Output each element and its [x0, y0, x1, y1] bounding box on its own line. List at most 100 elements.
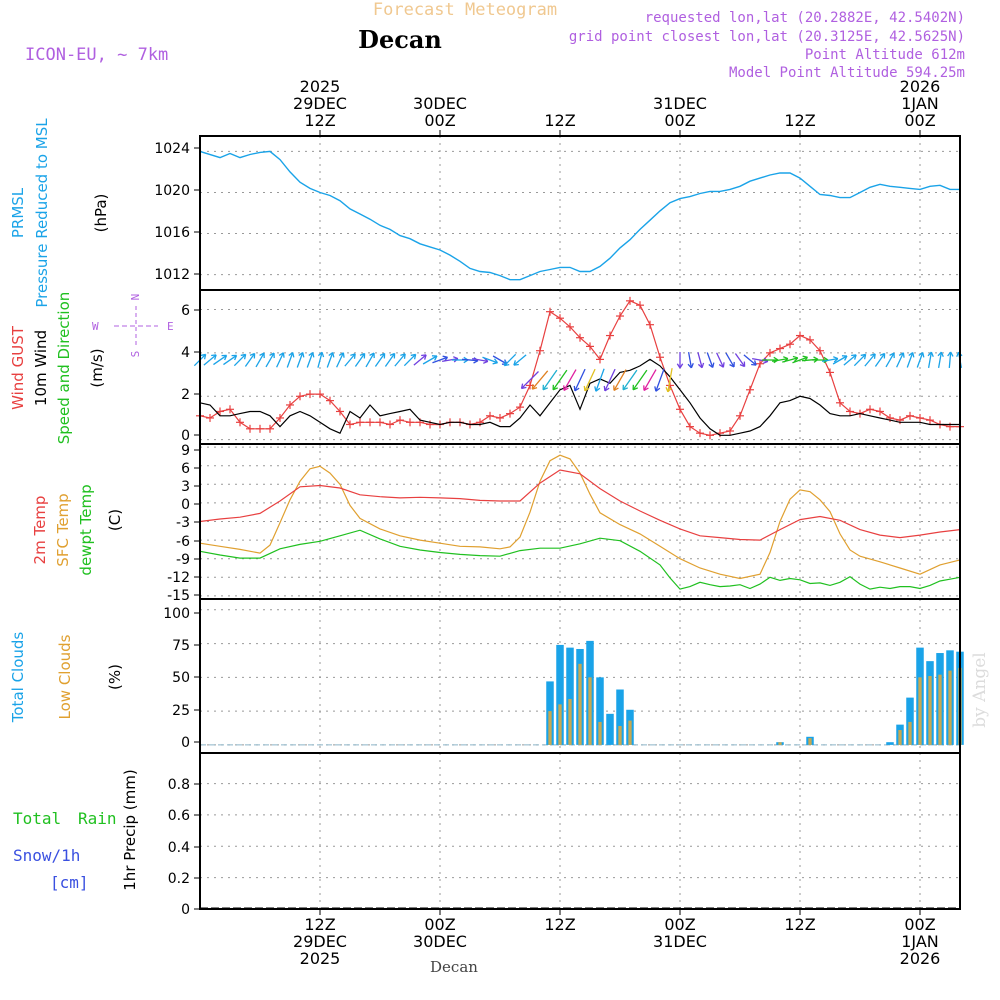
gust-marker: [206, 413, 214, 422]
gust-marker: [406, 418, 414, 427]
wind-arrow: [927, 351, 934, 368]
top-tick-label: 12Z: [784, 111, 815, 130]
total-cloud-bar: [566, 647, 574, 745]
total-cloud-bar: [616, 689, 624, 745]
bottom-tick-label: 31DEC: [653, 932, 707, 951]
gust-marker: [616, 312, 624, 321]
wind-arrow: [687, 352, 694, 369]
low-cloud-bar: [568, 698, 572, 745]
gust-marker: [366, 418, 374, 427]
wind-tick-4: 4: [181, 345, 190, 361]
dewpt-label: dewpt Temp: [77, 484, 95, 575]
wind-arrow: [503, 353, 517, 367]
wind-arrow: [336, 352, 345, 368]
bottom-tick-label: 00Z: [664, 915, 695, 934]
temp-tick-m6: -6: [176, 534, 190, 550]
gust-marker: [546, 307, 554, 316]
pressure-label-1: PRMSL: [9, 187, 27, 238]
gust-marker: [746, 385, 754, 394]
gust-marker: [246, 424, 254, 433]
top-tick-label: 30DEC: [413, 94, 467, 113]
compass-east: E: [167, 320, 174, 333]
low-cloud-bar: [598, 721, 602, 745]
model-label: ICON-EU, ~ 7km: [25, 45, 168, 65]
gust-marker: [316, 390, 324, 399]
gust-marker: [236, 418, 244, 427]
wind-arrow: [832, 355, 848, 365]
low-cloud-bar: [928, 676, 932, 745]
gust-marker: [346, 420, 354, 429]
gust-marker: [386, 420, 394, 429]
low-cloud-bar: [778, 742, 782, 745]
wind-arrow: [613, 369, 627, 391]
total-cloud-bar: [596, 677, 604, 745]
precip-panel: Total Rain Snow/1h [cm] 1hr Precip (mm) …: [13, 769, 200, 918]
pressure-panel: PRMSL Pressure Reduced to MSL (hPa) 1012…: [9, 118, 200, 308]
prmsl-line: [199, 150, 960, 281]
wind-arrow: [643, 369, 657, 391]
wind-arrow: [782, 355, 799, 363]
top-tick-label: 12Z: [304, 111, 335, 130]
bottom-tick-label: 12Z: [784, 915, 815, 934]
precip-frame: [199, 752, 961, 910]
gust-marker: [496, 413, 504, 422]
wind-arrow: [317, 351, 325, 368]
sfc-temp-label: SFC Temp: [54, 493, 72, 566]
wind-arrow: [286, 351, 295, 368]
gust-marker: [486, 411, 494, 420]
total-clouds-label: Total Clouds: [9, 632, 27, 724]
wind-arrow: [563, 369, 577, 391]
top-tick-label: 00Z: [904, 111, 935, 130]
low-cloud-bar: [948, 670, 952, 745]
low-cloud-bar: [618, 725, 622, 745]
wind-arrow: [937, 351, 944, 368]
clouds-unit: (%): [106, 664, 124, 690]
wind-arrow: [716, 352, 725, 368]
top-tick-label: 31DEC: [653, 94, 707, 113]
wind-arrow: [513, 354, 527, 366]
temp-unit: (C): [106, 509, 124, 531]
low-cloud-bar: [588, 677, 592, 745]
temp-tick-9: 9: [181, 443, 190, 459]
gust-marker: [626, 296, 634, 305]
low-cloud-bar: [578, 663, 582, 745]
gust-marker: [516, 403, 524, 412]
gust-label: Wind GUST: [9, 325, 27, 410]
pressure-tick-1024: 1024: [154, 141, 190, 157]
wind-arrow: [874, 352, 886, 367]
wind-arrow: [374, 352, 386, 367]
total-cloud-bar: [886, 742, 894, 745]
gust-marker: [726, 426, 734, 435]
total-cloud-bar: [556, 644, 564, 745]
top-tick-label: 00Z: [664, 111, 695, 130]
pressure-tick-1020: 1020: [154, 183, 190, 199]
wind-arrow: [743, 354, 757, 366]
panel-frames: [199, 135, 961, 910]
top-tick-label: 12Z: [544, 111, 575, 130]
wind-arrow: [265, 352, 275, 368]
watermark: by Angel: [970, 652, 990, 728]
wind-arrow: [394, 353, 406, 367]
wind-arrow: [916, 351, 925, 368]
low-clouds-label: Low Clouds: [56, 634, 74, 719]
wind-arrow: [354, 352, 366, 367]
wind-arrow: [531, 370, 549, 390]
low-cloud-bar: [908, 721, 912, 745]
gust-marker: [806, 335, 814, 344]
wind-arrow: [326, 351, 335, 368]
wind-tick-6: 6: [181, 303, 190, 319]
wind-arrow: [594, 368, 605, 392]
model-altitude: Model Point Altitude 594.25m: [729, 65, 965, 81]
gust-marker: [676, 405, 684, 414]
wind-arrow: [542, 369, 558, 391]
wind10m-label: 10m Wind: [32, 330, 50, 406]
wind-arrow: [422, 355, 438, 365]
wind-arrow: [244, 352, 256, 367]
bottom-tick-label: 1JAN: [901, 932, 939, 951]
top-tick-label: 2026: [900, 77, 941, 96]
wind-unit: (m/s): [88, 348, 106, 387]
temp-tick-m15: -15: [167, 588, 190, 604]
gust-marker: [606, 331, 614, 340]
plot-series: [193, 150, 964, 909]
